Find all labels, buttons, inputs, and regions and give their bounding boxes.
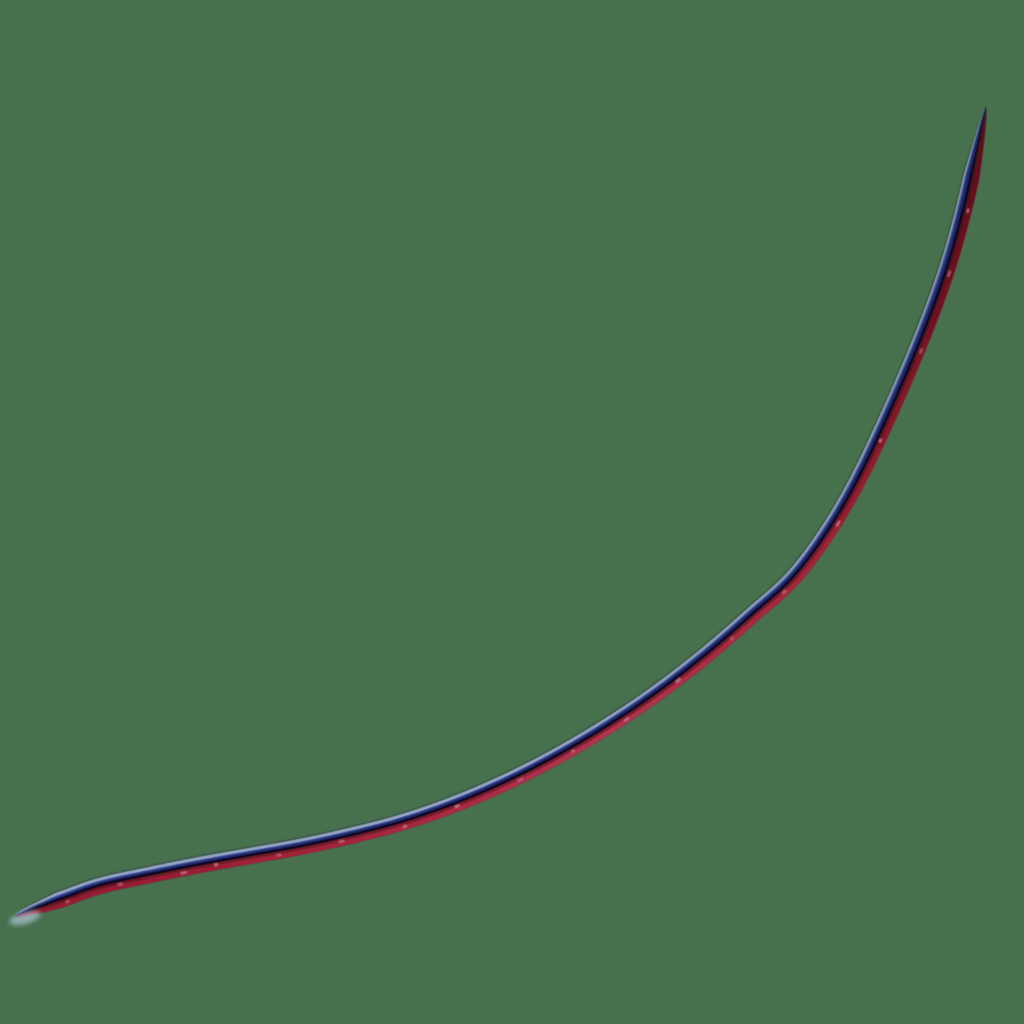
- highlight-speck: [729, 636, 735, 641]
- highlight-speck: [180, 870, 188, 875]
- ribbon-highlight-specks: [65, 208, 970, 904]
- highlight-speck: [338, 839, 345, 844]
- highlight-speck: [674, 677, 682, 684]
- highlight-speck: [918, 348, 924, 355]
- highlight-speck: [276, 853, 282, 857]
- highlight-speck: [117, 882, 124, 887]
- highlight-speck: [454, 804, 461, 809]
- highlight-speck: [946, 270, 952, 278]
- highlight-speck: [570, 748, 576, 754]
- highlight-speck: [402, 824, 408, 829]
- highlight-speck: [65, 899, 71, 904]
- highlight-speck: [213, 862, 219, 867]
- highlight-speck: [966, 208, 970, 214]
- ribbon-left-tip-glow: [9, 910, 41, 926]
- highlight-speck: [623, 716, 630, 722]
- highlight-speck: [781, 589, 788, 595]
- highlight-speck: [878, 438, 883, 444]
- highlight-speck: [835, 520, 841, 528]
- tip-glow: [9, 910, 41, 926]
- highlight-speck: [517, 777, 524, 783]
